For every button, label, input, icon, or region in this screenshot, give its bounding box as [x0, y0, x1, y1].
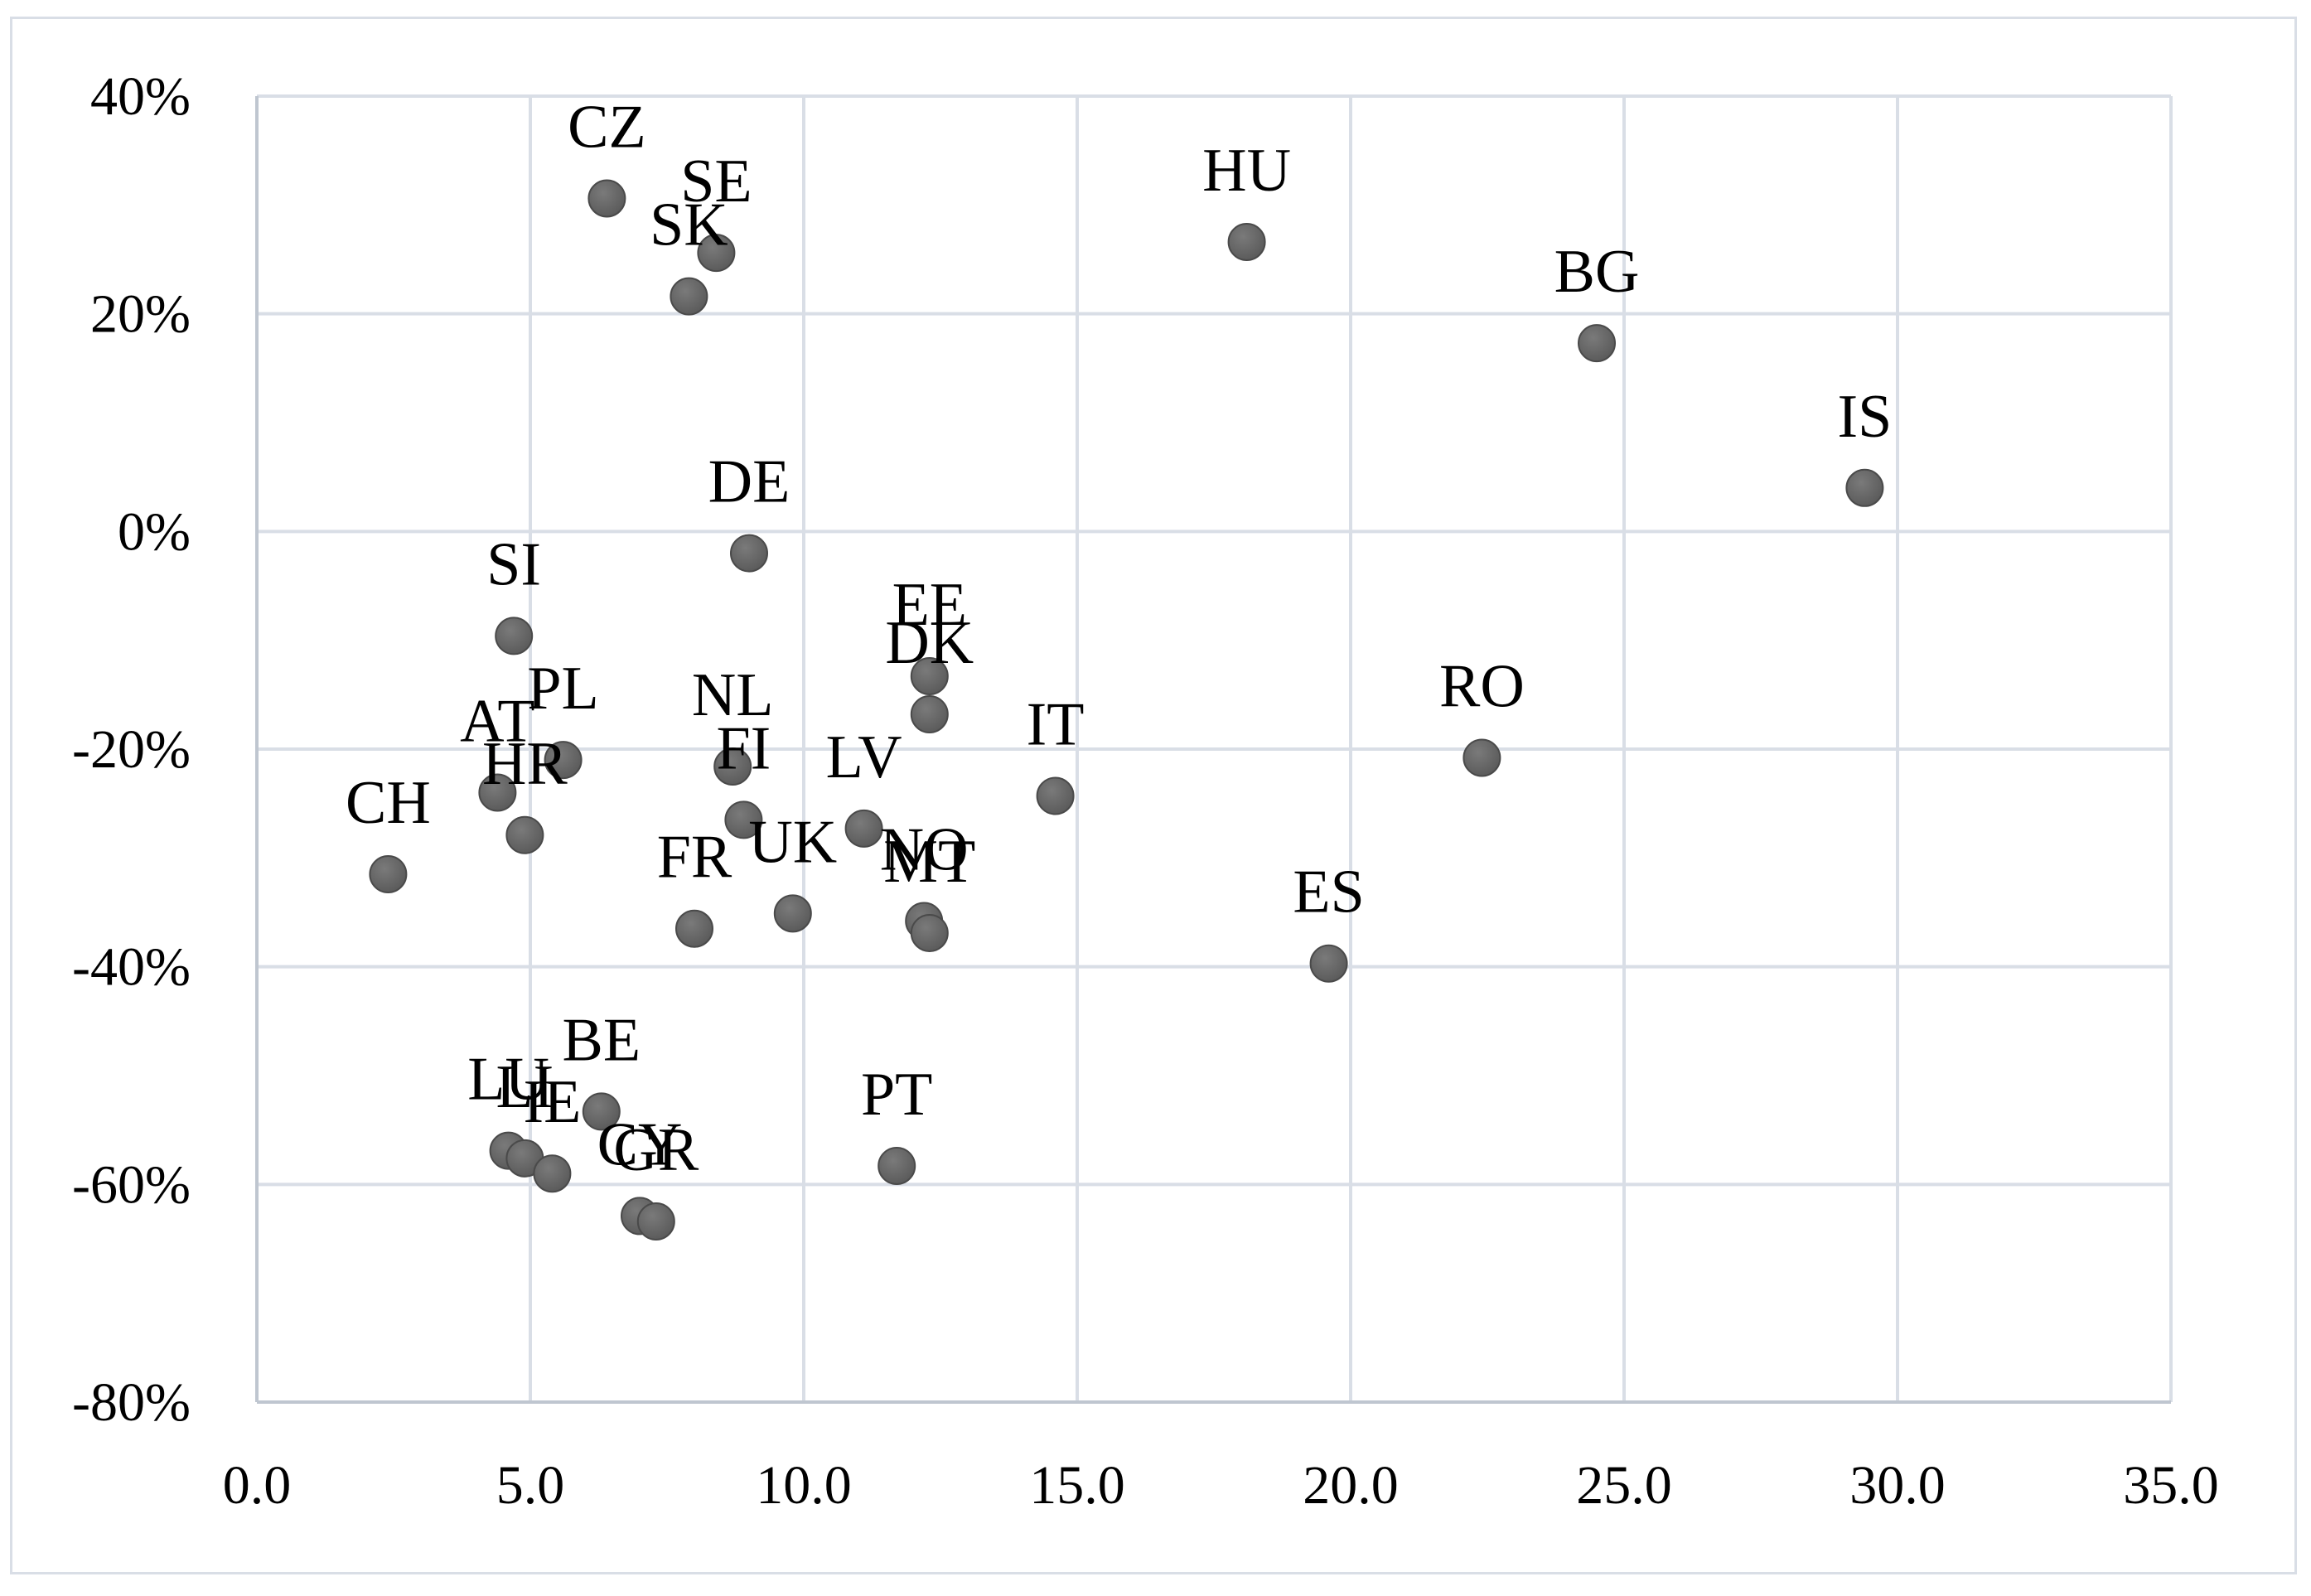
data-point: [697, 234, 736, 273]
x-tick-label: 10.0: [756, 1455, 852, 1516]
data-point: [910, 694, 949, 733]
data-point-label: CY: [597, 1110, 683, 1178]
data-point: [636, 1202, 675, 1241]
data-point: [670, 277, 708, 316]
data-point-label: SK: [650, 191, 728, 259]
data-point-label: GR: [613, 1116, 699, 1184]
data-point-label: SI: [486, 530, 541, 598]
data-point: [582, 1092, 621, 1131]
data-point: [910, 913, 949, 952]
data-point-label: BG: [1554, 238, 1640, 306]
data-point-label: HU: [1202, 137, 1291, 205]
x-tick-label: 15.0: [1029, 1455, 1125, 1516]
data-point-label: HR: [482, 730, 568, 798]
data-point: [495, 617, 534, 655]
data-point-label: NL: [692, 661, 774, 729]
data-point: [713, 747, 752, 786]
x-tick-label: 30.0: [1849, 1455, 1946, 1516]
x-tick-label: 20.0: [1303, 1455, 1399, 1516]
y-tick-label: -60%: [72, 1154, 191, 1215]
data-point-label: ES: [1293, 858, 1364, 926]
y-tick-label: 40%: [90, 66, 191, 127]
grid-lines: [257, 94, 2173, 1402]
data-point: [505, 815, 544, 854]
data-point: [675, 909, 713, 948]
data-point: [730, 534, 768, 573]
data-point-label: SE: [680, 148, 752, 215]
data-point-label: IE: [523, 1068, 581, 1136]
data-point: [910, 657, 949, 696]
data-point-label: BE: [563, 1006, 641, 1074]
data-point-label: UK: [748, 808, 837, 876]
data-point-label: CH: [346, 769, 431, 837]
data-point: [587, 179, 626, 218]
data-point: [544, 741, 583, 780]
x-tick-label: 25.0: [1576, 1455, 1672, 1516]
data-point-label: IT: [1027, 690, 1085, 758]
data-point: [773, 894, 812, 933]
data-point-label: PT: [861, 1061, 932, 1129]
data-point: [724, 800, 763, 839]
data-point-label: CZ: [568, 93, 646, 161]
data-point: [878, 1147, 916, 1186]
data-point: [1036, 776, 1075, 815]
data-point-label: RO: [1439, 653, 1525, 721]
x-tick-label: 35.0: [2123, 1455, 2219, 1516]
data-point: [1227, 222, 1266, 261]
data-point-label: DK: [885, 609, 974, 677]
y-tick-label: -20%: [72, 719, 191, 780]
data-point-label: AT: [460, 688, 534, 756]
data-point: [369, 855, 408, 894]
data-point-label: FI: [716, 714, 771, 782]
data-point-label: MT: [883, 828, 975, 896]
y-tick-label: 0%: [118, 501, 191, 562]
data-point: [478, 773, 517, 812]
data-point: [1578, 324, 1616, 363]
data-point-label: FR: [657, 824, 732, 892]
tick-labels: 40% 20% 0% -20% -40% -60% -80% 0.0 5.0 10.0 15.0 20…: [72, 66, 2219, 1516]
chart-frame: [10, 17, 2297, 1574]
data-point-label: PL: [527, 655, 598, 723]
x-tick-label: 5.0: [496, 1455, 565, 1516]
data-point: [844, 809, 883, 848]
y-tick-label: -80%: [72, 1372, 191, 1433]
y-tick-label: -40%: [72, 937, 191, 998]
data-point-label: IS: [1837, 383, 1892, 451]
data-point: [1309, 944, 1348, 983]
data-points: [369, 179, 1884, 1241]
data-point-label: LU: [467, 1046, 549, 1114]
x-tick-label: 0.0: [223, 1455, 292, 1516]
data-point-label: EE: [892, 571, 967, 639]
data-point-label: NO: [880, 816, 969, 884]
data-point-label: DE: [708, 448, 790, 516]
data-point: [1845, 468, 1884, 507]
data-point-label: LV: [826, 723, 902, 791]
axes: [255, 96, 2171, 1404]
y-tick-label: 20%: [90, 284, 191, 345]
data-point: [1463, 738, 1501, 777]
data-point: [533, 1154, 572, 1193]
data-point-label: LI: [496, 1053, 554, 1121]
